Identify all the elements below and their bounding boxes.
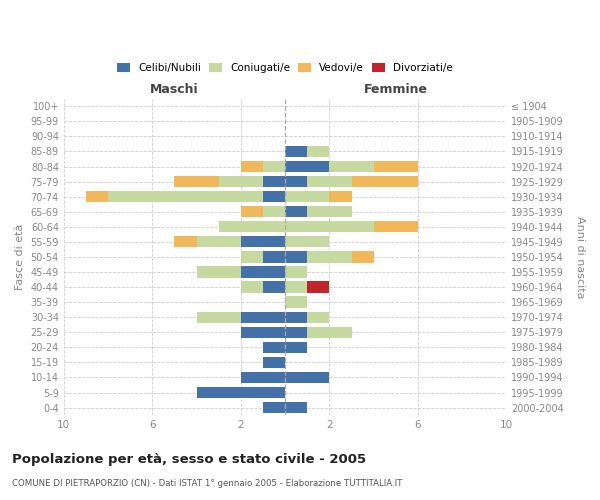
Bar (285, 326, 307, 338)
Y-axis label: Anni di nascita: Anni di nascita (575, 216, 585, 298)
Bar (197, 387, 285, 398)
Text: Femmine: Femmine (364, 82, 428, 96)
Bar (263, 206, 285, 218)
Bar (241, 266, 285, 278)
Bar (241, 282, 263, 292)
Bar (197, 312, 241, 323)
Bar (285, 402, 307, 413)
Bar (263, 191, 285, 202)
Bar (307, 146, 329, 157)
Bar (374, 161, 418, 172)
Bar (241, 326, 285, 338)
Bar (285, 282, 307, 292)
Bar (307, 176, 352, 187)
Bar (241, 161, 263, 172)
Bar (285, 221, 374, 232)
Bar (241, 312, 285, 323)
Bar (329, 161, 374, 172)
Bar (263, 176, 285, 187)
Bar (197, 266, 241, 278)
Bar (108, 191, 263, 202)
Bar (285, 372, 329, 383)
Bar (263, 402, 285, 413)
Bar (219, 176, 263, 187)
Bar (263, 161, 285, 172)
Bar (329, 191, 352, 202)
Bar (307, 312, 329, 323)
Bar (285, 161, 329, 172)
Bar (374, 221, 418, 232)
Bar (285, 296, 307, 308)
Bar (241, 372, 285, 383)
Text: COMUNE DI PIETRAPORZIO (CN) - Dati ISTAT 1° gennaio 2005 - Elaborazione TUTTITAL: COMUNE DI PIETRAPORZIO (CN) - Dati ISTAT… (12, 479, 403, 488)
Bar (352, 176, 418, 187)
Text: Maschi: Maschi (150, 82, 199, 96)
Text: Popolazione per età, sesso e stato civile - 2005: Popolazione per età, sesso e stato civil… (12, 452, 366, 466)
Bar (219, 221, 285, 232)
Bar (285, 266, 307, 278)
Bar (285, 176, 307, 187)
Bar (307, 326, 352, 338)
Bar (285, 342, 307, 353)
Bar (352, 252, 374, 262)
Bar (285, 312, 307, 323)
Bar (307, 282, 329, 292)
Bar (263, 342, 285, 353)
Bar (175, 236, 197, 248)
Bar (285, 191, 329, 202)
Legend: Celibi/Nubili, Coniugati/e, Vedovi/e, Divorziati/e: Celibi/Nubili, Coniugati/e, Vedovi/e, Di… (114, 60, 456, 76)
Y-axis label: Fasce di età: Fasce di età (15, 224, 25, 290)
Bar (285, 252, 307, 262)
Bar (241, 206, 263, 218)
Bar (307, 252, 352, 262)
Bar (175, 176, 219, 187)
Bar (241, 236, 285, 248)
Bar (86, 191, 108, 202)
Bar (241, 252, 263, 262)
Bar (263, 282, 285, 292)
Bar (263, 252, 285, 262)
Bar (285, 146, 307, 157)
Bar (263, 356, 285, 368)
Bar (307, 206, 352, 218)
Bar (285, 206, 307, 218)
Bar (197, 236, 241, 248)
Bar (285, 236, 329, 248)
